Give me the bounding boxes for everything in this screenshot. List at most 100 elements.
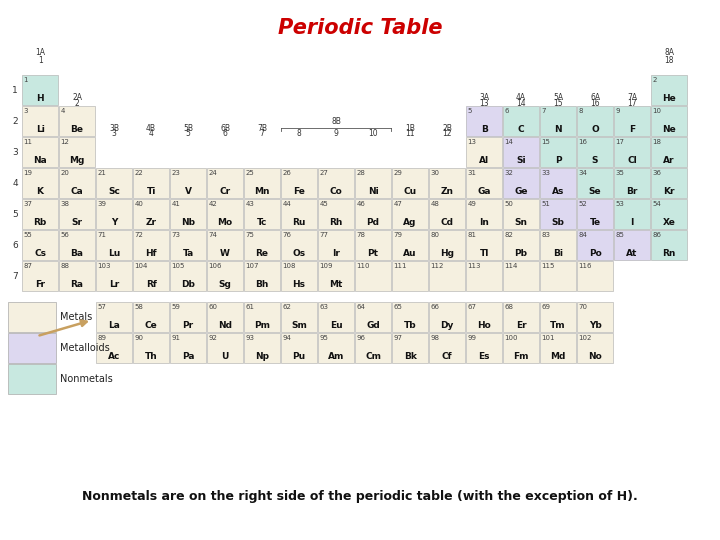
Bar	[651, 199, 687, 229]
Text: 45: 45	[320, 201, 328, 207]
Text: 74: 74	[209, 232, 217, 238]
Text: Cl: Cl	[627, 156, 637, 165]
Text: 38: 38	[60, 201, 70, 207]
Text: S: S	[592, 156, 598, 165]
Bar	[651, 230, 687, 260]
Text: Gd: Gd	[366, 321, 380, 330]
Text: 30: 30	[431, 170, 439, 176]
Text: 91: 91	[171, 335, 181, 341]
Bar	[466, 302, 503, 332]
Text: 88: 88	[60, 263, 70, 269]
Bar	[281, 261, 318, 291]
Text: 104: 104	[135, 263, 148, 269]
Text: 4B: 4B	[146, 124, 156, 133]
Bar	[392, 333, 428, 363]
Text: Ti: Ti	[146, 187, 156, 195]
Bar	[392, 199, 428, 229]
Text: 3A: 3A	[479, 93, 489, 102]
Text: 72: 72	[135, 232, 143, 238]
Text: Sc: Sc	[108, 187, 120, 195]
Text: 7: 7	[260, 129, 264, 138]
Text: 84: 84	[578, 232, 588, 238]
Bar	[59, 106, 95, 136]
Bar	[540, 106, 576, 136]
Bar	[207, 333, 243, 363]
Text: 68: 68	[505, 304, 513, 310]
Bar	[281, 230, 318, 260]
Bar	[355, 261, 391, 291]
Text: 73: 73	[171, 232, 181, 238]
Text: In: In	[480, 218, 489, 227]
Bar	[503, 199, 539, 229]
Text: 9: 9	[333, 129, 338, 138]
Text: 83: 83	[541, 232, 551, 238]
Text: 24: 24	[209, 170, 217, 176]
Text: Ne: Ne	[662, 125, 676, 134]
Bar	[318, 261, 354, 291]
Bar	[170, 302, 206, 332]
Bar	[244, 168, 280, 198]
Bar	[392, 302, 428, 332]
Bar	[577, 106, 613, 136]
Text: 86: 86	[652, 232, 662, 238]
Bar	[318, 199, 354, 229]
Text: Rf: Rf	[145, 280, 156, 289]
Text: 1B: 1B	[405, 124, 415, 133]
Text: Ba: Ba	[71, 249, 84, 258]
Bar	[133, 333, 169, 363]
Text: 2B: 2B	[442, 124, 452, 133]
Bar	[59, 137, 95, 167]
Bar	[8, 333, 56, 363]
Text: 100: 100	[505, 335, 518, 341]
Bar	[355, 333, 391, 363]
Bar	[244, 199, 280, 229]
Text: 22: 22	[135, 170, 143, 176]
Text: Zn: Zn	[441, 187, 454, 195]
Bar	[577, 199, 613, 229]
Text: 6: 6	[222, 129, 228, 138]
Text: 62: 62	[282, 304, 292, 310]
Bar	[170, 168, 206, 198]
Bar	[577, 261, 613, 291]
Text: Ac: Ac	[108, 352, 120, 361]
Text: O: O	[591, 125, 599, 134]
Bar	[281, 302, 318, 332]
Text: 58: 58	[135, 304, 143, 310]
Text: Li: Li	[36, 125, 45, 134]
Text: Db: Db	[181, 280, 195, 289]
Text: 75: 75	[246, 232, 254, 238]
Text: Ar: Ar	[663, 156, 675, 165]
Text: 44: 44	[282, 201, 292, 207]
Text: 63: 63	[320, 304, 328, 310]
Bar	[503, 302, 539, 332]
Text: 15: 15	[553, 99, 563, 108]
Text: Cd: Cd	[441, 218, 454, 227]
Text: 26: 26	[282, 170, 292, 176]
Bar	[503, 106, 539, 136]
Bar	[392, 168, 428, 198]
Text: 3: 3	[12, 147, 18, 157]
Bar	[503, 230, 539, 260]
Text: Be: Be	[71, 125, 84, 134]
Bar	[466, 230, 503, 260]
Text: 87: 87	[24, 263, 32, 269]
Bar	[540, 199, 576, 229]
Text: 50: 50	[505, 201, 513, 207]
Text: Mn: Mn	[254, 187, 270, 195]
Text: Am: Am	[328, 352, 344, 361]
Text: 6: 6	[12, 241, 18, 249]
Bar	[540, 333, 576, 363]
Bar	[96, 168, 132, 198]
Text: Yb: Yb	[589, 321, 601, 330]
Text: Cr: Cr	[220, 187, 230, 195]
Text: 46: 46	[356, 201, 365, 207]
Text: 115: 115	[541, 263, 555, 269]
Bar	[170, 230, 206, 260]
Text: 96: 96	[356, 335, 366, 341]
Text: Ca: Ca	[71, 187, 84, 195]
Text: 81: 81	[467, 232, 477, 238]
Text: 99: 99	[467, 335, 477, 341]
Bar	[22, 106, 58, 136]
Text: Co: Co	[330, 187, 343, 195]
Text: 3B: 3B	[109, 124, 119, 133]
